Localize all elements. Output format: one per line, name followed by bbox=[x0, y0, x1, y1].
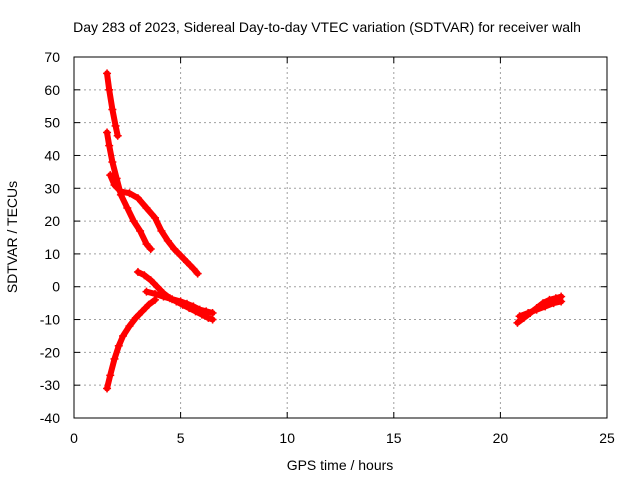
series-arc-3 bbox=[107, 172, 201, 277]
data-point-marker bbox=[116, 187, 125, 196]
data-point-marker bbox=[119, 331, 128, 340]
y-tick-label: -20 bbox=[40, 344, 60, 360]
y-axis-label: SDTVAR / TECUs bbox=[4, 181, 20, 293]
x-tick-label: 15 bbox=[386, 430, 402, 446]
data-point-marker bbox=[133, 194, 142, 203]
data-point-marker bbox=[114, 341, 123, 350]
data-point-marker bbox=[142, 203, 151, 212]
data-point-marker bbox=[136, 226, 145, 235]
series-layer bbox=[103, 69, 566, 393]
data-point-marker bbox=[111, 121, 120, 130]
data-point-marker bbox=[557, 297, 566, 306]
y-tick-label: 0 bbox=[52, 279, 60, 295]
data-point-marker bbox=[131, 313, 140, 322]
chart-title: Day 283 of 2023, Sidereal Day-to-day VTE… bbox=[73, 19, 581, 35]
data-point-marker bbox=[189, 302, 198, 311]
data-point-marker bbox=[541, 302, 550, 311]
data-point-marker bbox=[189, 264, 198, 273]
data-point-marker bbox=[125, 189, 134, 198]
data-point-marker bbox=[182, 299, 191, 308]
data-point-marker bbox=[103, 69, 112, 78]
y-tick-label: -10 bbox=[40, 312, 60, 328]
data-point-marker bbox=[140, 271, 149, 280]
y-tick-label: 20 bbox=[44, 213, 60, 229]
data-point-marker bbox=[133, 267, 142, 276]
data-point-marker bbox=[208, 308, 217, 317]
data-point-marker bbox=[151, 289, 160, 298]
data-point-marker bbox=[106, 171, 115, 180]
data-point-marker bbox=[193, 269, 202, 278]
y-tick-label: 40 bbox=[44, 147, 60, 163]
y-tick-label: 60 bbox=[44, 82, 60, 98]
y-tick-label: -40 bbox=[40, 410, 60, 426]
data-point-marker bbox=[202, 307, 211, 316]
y-tick-label: 10 bbox=[44, 246, 60, 262]
data-point-marker bbox=[168, 295, 177, 304]
x-tick-label: 5 bbox=[177, 430, 185, 446]
plot-frame bbox=[73, 56, 608, 419]
data-point-marker bbox=[108, 105, 117, 114]
data-point-marker bbox=[163, 236, 172, 245]
data-point-marker bbox=[108, 158, 117, 167]
data-point-marker bbox=[532, 305, 541, 314]
data-point-marker bbox=[144, 300, 153, 309]
data-point-marker bbox=[549, 299, 558, 308]
x-tick-label: 25 bbox=[599, 430, 615, 446]
data-point-marker bbox=[159, 292, 168, 301]
data-point-marker bbox=[129, 217, 138, 226]
x-tick-label: 10 bbox=[279, 430, 295, 446]
series-arc-4 bbox=[104, 296, 158, 392]
data-point-marker bbox=[513, 318, 522, 327]
data-point-marker bbox=[103, 384, 112, 393]
grid bbox=[74, 57, 607, 418]
data-point-marker bbox=[204, 313, 213, 322]
y-tick-label: -30 bbox=[40, 377, 60, 393]
data-point-marker bbox=[110, 354, 119, 363]
data-point-marker bbox=[146, 276, 155, 285]
data-point-marker bbox=[142, 287, 151, 296]
data-point-marker bbox=[105, 141, 114, 150]
series-arc-2 bbox=[104, 129, 154, 252]
data-point-marker bbox=[170, 244, 179, 253]
data-point-marker bbox=[110, 180, 119, 189]
axis-ticks: 0 5 10 15 20 25 -40 -30 -20 -10 0 10 20 30 40 50 60 70 bbox=[40, 49, 615, 446]
data-point-marker bbox=[113, 131, 122, 140]
data-point-marker bbox=[138, 307, 147, 316]
data-point-marker bbox=[106, 371, 115, 380]
data-point-marker bbox=[123, 203, 132, 212]
data-point-marker bbox=[151, 213, 160, 222]
data-point-marker bbox=[524, 308, 533, 317]
x-tick-label: 0 bbox=[70, 430, 78, 446]
x-tick-label: 20 bbox=[493, 430, 509, 446]
series-arc-6 bbox=[143, 288, 216, 316]
data-point-marker bbox=[182, 258, 191, 267]
y-tick-label: 50 bbox=[44, 115, 60, 131]
data-point-marker bbox=[125, 322, 134, 331]
x-axis-label: GPS time / hours bbox=[287, 457, 394, 473]
y-tick-label: 30 bbox=[44, 180, 60, 196]
y-tick-label: 70 bbox=[44, 49, 60, 65]
data-point-marker bbox=[515, 312, 524, 321]
data-point-marker bbox=[105, 85, 114, 94]
data-point-marker bbox=[157, 226, 166, 235]
data-point-marker bbox=[142, 240, 151, 249]
data-point-marker bbox=[153, 282, 162, 291]
data-point-marker bbox=[195, 305, 204, 314]
data-point-marker bbox=[103, 128, 112, 137]
data-point-marker bbox=[176, 251, 185, 260]
data-point-marker bbox=[146, 244, 155, 253]
data-point-marker bbox=[176, 297, 185, 306]
